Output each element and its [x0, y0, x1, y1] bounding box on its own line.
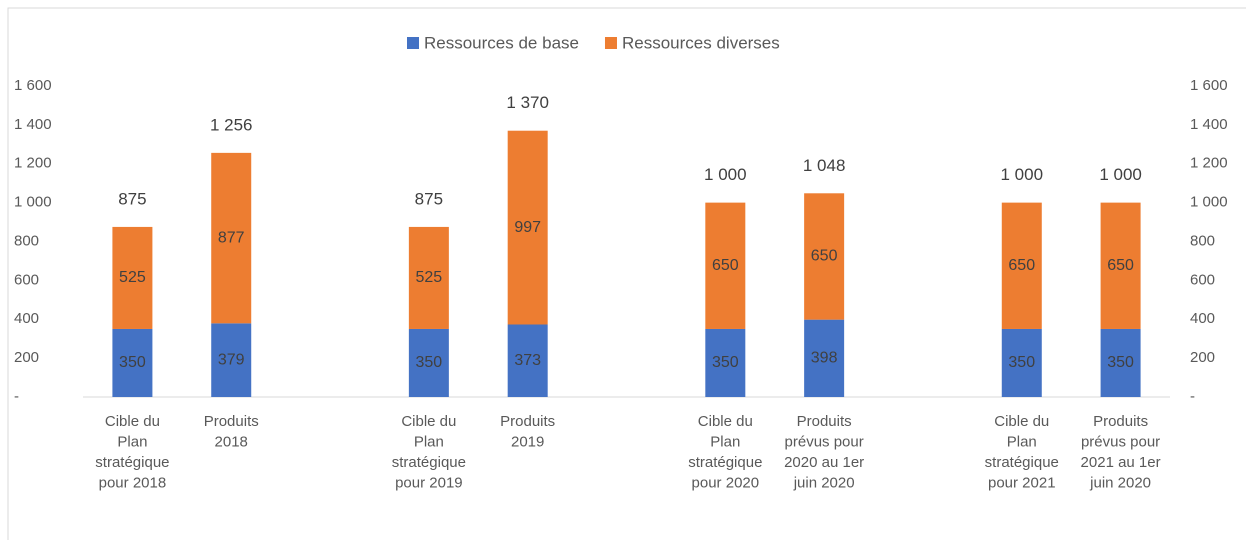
x-tick-label: Produits 2018 [204, 413, 259, 451]
legend-swatch [604, 37, 617, 49]
bar-segment [507, 324, 548, 397]
segment-label: 650 [1008, 257, 1035, 274]
legend-swatch [407, 37, 419, 49]
x-tick-label: Cible du Plan stratégique pour 2018 [95, 413, 169, 492]
total-label: 1 000 [704, 165, 747, 184]
y2-tick-label: 1 200 [1190, 155, 1228, 172]
y2-tick-label: 200 [1190, 349, 1215, 366]
y-tick-label: 1 400 [14, 116, 52, 133]
bar-segment [705, 328, 746, 397]
total-label: 1 000 [1099, 165, 1142, 184]
segment-label: 997 [514, 219, 541, 236]
x-tick-label: Cible du Plan stratégique pour 2019 [392, 413, 466, 492]
y-tick-label: 1 000 [14, 194, 52, 211]
total-label: 1 370 [506, 93, 549, 112]
segment-label: 379 [218, 351, 245, 368]
bar-segment [211, 152, 252, 324]
bar-segment [804, 193, 845, 320]
bar-segment [1100, 202, 1141, 329]
segment-label: 350 [712, 354, 739, 371]
segment-label: 877 [218, 229, 245, 246]
y-tick-label: - [14, 388, 19, 405]
y-tick-label: 200 [14, 349, 39, 366]
segment-label: 525 [119, 269, 146, 286]
segment-label: 350 [416, 354, 443, 371]
segment-label: 350 [119, 354, 146, 371]
y2-tick-label: 1 400 [1190, 116, 1228, 133]
y-tick-label: 1 600 [14, 77, 52, 94]
total-label: 875 [118, 189, 146, 208]
y2-tick-label: 1 600 [1190, 77, 1228, 94]
y-tick-label: 800 [14, 232, 39, 249]
y2-tick-label: 400 [1190, 310, 1215, 327]
bar-segment [211, 323, 252, 397]
bar-segment [1001, 328, 1042, 397]
bar-segment [112, 328, 153, 397]
legend-label: Ressources diverses [622, 33, 780, 52]
segment-label: 525 [416, 269, 443, 286]
bar-segment [408, 328, 449, 397]
bar-segment [1100, 328, 1141, 397]
y-tick-label: 1 200 [14, 155, 52, 172]
bar-segment [1001, 202, 1042, 329]
segment-label: 350 [1008, 354, 1035, 371]
bar-segment [705, 202, 746, 329]
y2-tick-label: 600 [1190, 271, 1215, 288]
y-tick-label: 600 [14, 271, 39, 288]
x-tick-label: Cible du Plan stratégique pour 2021 [985, 413, 1059, 492]
segment-label: 398 [811, 350, 838, 367]
bar-segment [408, 226, 449, 329]
bar-segment [804, 319, 845, 397]
bar-segment [112, 226, 153, 329]
y-tick-label: 400 [14, 310, 39, 327]
x-tick-label: Cible du Plan stratégique pour 2020 [688, 413, 762, 492]
segment-label: 350 [1107, 354, 1134, 371]
chart-border [7, 7, 1246, 545]
x-tick-label: Produits 2019 [500, 413, 555, 451]
y2-tick-label: - [1190, 388, 1195, 405]
bar-segment [507, 130, 548, 325]
segment-label: 650 [1107, 257, 1134, 274]
total-label: 1 256 [210, 115, 253, 134]
y2-tick-label: 1 000 [1190, 194, 1228, 211]
total-label: 875 [415, 189, 443, 208]
x-tick-label: Produits prévus pour 2021 au 1er juin 2020 [1081, 413, 1161, 492]
segment-label: 650 [811, 248, 838, 265]
segment-label: 650 [712, 257, 739, 274]
y2-tick-label: 800 [1190, 232, 1215, 249]
x-tick-label: Produits prévus pour 2020 au 1er juin 2020 [784, 413, 864, 492]
total-label: 1 000 [1000, 165, 1043, 184]
total-label: 1 048 [803, 156, 846, 175]
segment-label: 373 [514, 352, 541, 369]
legend-label: Ressources de base [424, 33, 579, 52]
